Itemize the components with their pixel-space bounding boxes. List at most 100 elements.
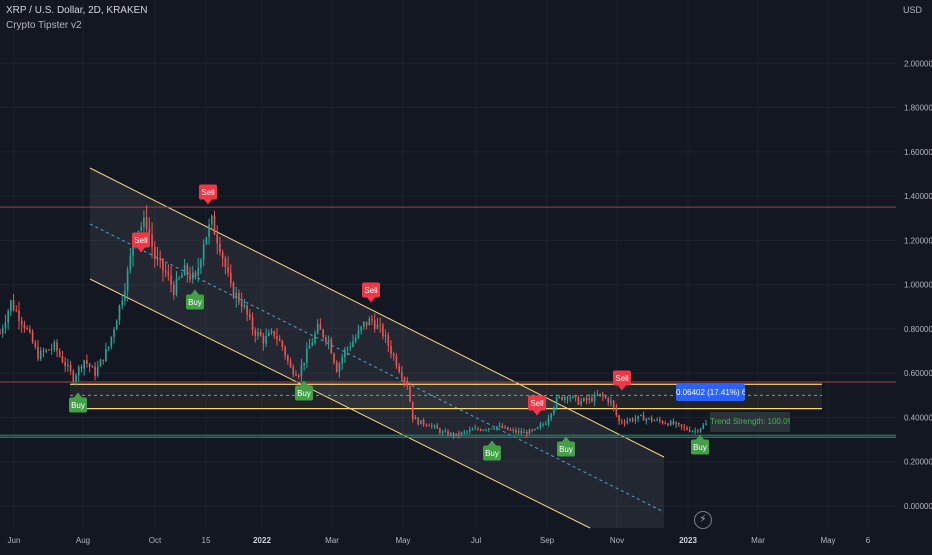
candle-body-37 xyxy=(99,359,102,367)
candle-body-89 xyxy=(240,301,243,307)
candle-body-39 xyxy=(105,348,107,361)
candle-body-168 xyxy=(455,433,457,436)
candle-body-31 xyxy=(83,360,85,369)
candle-body-19 xyxy=(50,348,53,351)
candle-body-45 xyxy=(121,300,124,306)
candle-body-66 xyxy=(178,277,181,279)
candle-body-170 xyxy=(460,432,463,436)
candle-body-97 xyxy=(262,336,265,344)
time-tick-12: May xyxy=(820,536,835,545)
candle-body-28 xyxy=(75,375,77,382)
candle-body-105 xyxy=(284,346,286,356)
candle-body-106 xyxy=(287,355,289,361)
signal-label-0: Buy xyxy=(71,401,85,410)
candle-body-58 xyxy=(156,257,159,260)
candle-body-230 xyxy=(623,422,626,424)
candle-body-87 xyxy=(235,292,238,298)
price-tick-3: 1.40000 xyxy=(904,192,932,201)
candle-body-40 xyxy=(107,346,110,349)
candle-body-0 xyxy=(0,333,1,335)
signal-label-1: Sell xyxy=(201,188,215,197)
signal-box-8 xyxy=(557,441,575,457)
candle-body-195 xyxy=(528,429,531,435)
candle-body-35 xyxy=(94,366,96,376)
candle-body-55 xyxy=(148,229,151,235)
candle-body-161 xyxy=(436,425,438,429)
candle-body-217 xyxy=(588,398,591,401)
candle-body-123 xyxy=(333,353,335,363)
candle-body-79 xyxy=(213,215,216,235)
candle-body-252 xyxy=(683,426,686,428)
time-tick-13: 6 xyxy=(866,536,871,545)
time-tick-6: May xyxy=(395,536,410,545)
candle-body-214 xyxy=(580,400,582,405)
signal-label-4: Buy xyxy=(297,389,311,398)
signal-markers: Buy Sell Buy Sell Buy Sell Buy Sell Buy Sell Buy xyxy=(69,184,709,461)
candle-body-240 xyxy=(650,417,653,421)
candle-body-132 xyxy=(357,330,360,338)
candle-body-122 xyxy=(330,339,333,354)
channel-fill xyxy=(90,168,664,528)
candle-body-235 xyxy=(637,415,639,419)
candle-body-141 xyxy=(382,325,384,337)
candle-body-70 xyxy=(189,275,191,280)
candle-body-6 xyxy=(15,309,18,311)
symbol-title[interactable]: XRP / U.S. Dollar, 2D, KRAKEN xyxy=(6,5,148,16)
candle-body-182 xyxy=(493,428,496,430)
candle-body-190 xyxy=(515,429,517,433)
candle-body-176 xyxy=(477,428,479,430)
support-zone xyxy=(0,435,896,438)
candle-body-227 xyxy=(615,407,618,416)
candle-body-244 xyxy=(661,421,664,424)
candle-body-159 xyxy=(430,425,433,427)
candle-body-5 xyxy=(12,300,15,310)
price-tick-5: 1.00000 xyxy=(904,281,932,290)
candle-body-143 xyxy=(387,335,390,346)
candle-body-201 xyxy=(544,423,547,425)
candle-body-46 xyxy=(124,291,126,301)
candle-body-85 xyxy=(229,272,232,284)
candle-body-198 xyxy=(536,427,539,429)
candle-body-24 xyxy=(64,362,66,367)
candle-body-146 xyxy=(395,356,398,367)
time-tick-7: Jul xyxy=(471,536,481,545)
candle-body-241 xyxy=(653,420,656,422)
candle-body-49 xyxy=(132,246,134,256)
candle-body-47 xyxy=(126,270,129,292)
time-tick-9: Nov xyxy=(610,536,624,545)
candle-body-53 xyxy=(143,217,145,227)
candle-body-22 xyxy=(58,351,61,356)
candle-body-250 xyxy=(678,422,680,425)
candle-body-223 xyxy=(604,396,607,399)
signal-label-10: Buy xyxy=(693,443,707,452)
candle-body-99 xyxy=(268,332,270,336)
candle-body-177 xyxy=(479,429,482,431)
candle-body-72 xyxy=(194,272,197,276)
price-axis[interactable]: 2.00000 1.80000 1.60000 1.40000 1.20000 1.000… xyxy=(904,59,932,511)
candle-body-139 xyxy=(376,324,379,329)
candle-body-233 xyxy=(631,419,634,421)
indicator-legend[interactable]: Crypto Tipster v2 xyxy=(6,20,82,31)
candle-body-210 xyxy=(569,397,572,399)
candle-body-115 xyxy=(311,342,314,346)
signal-arrow-9 xyxy=(618,385,626,391)
candle-body-61 xyxy=(164,270,167,273)
candle-body-12 xyxy=(31,331,34,343)
candle-body-254 xyxy=(688,429,691,432)
candle-body-59 xyxy=(159,257,162,259)
lightning-icon[interactable]: ⚡ xyxy=(694,511,712,529)
time-axis[interactable]: Jun Aug Oct 15 2022 Mar May Jul Sep Nov 2023 Mar May… xyxy=(8,536,871,545)
candle-body-33 xyxy=(88,363,91,367)
candle-body-77 xyxy=(208,224,210,238)
currency-label: USD xyxy=(902,5,922,15)
signal-box-3 xyxy=(132,232,150,248)
candle-body-160 xyxy=(433,425,436,427)
candle-body-179 xyxy=(485,429,487,431)
candle-body-135 xyxy=(365,321,368,326)
signal-label-3: Sell xyxy=(134,236,148,245)
candle-body-93 xyxy=(251,317,254,331)
candle-body-216 xyxy=(585,398,588,401)
candle-body-41 xyxy=(110,336,113,347)
